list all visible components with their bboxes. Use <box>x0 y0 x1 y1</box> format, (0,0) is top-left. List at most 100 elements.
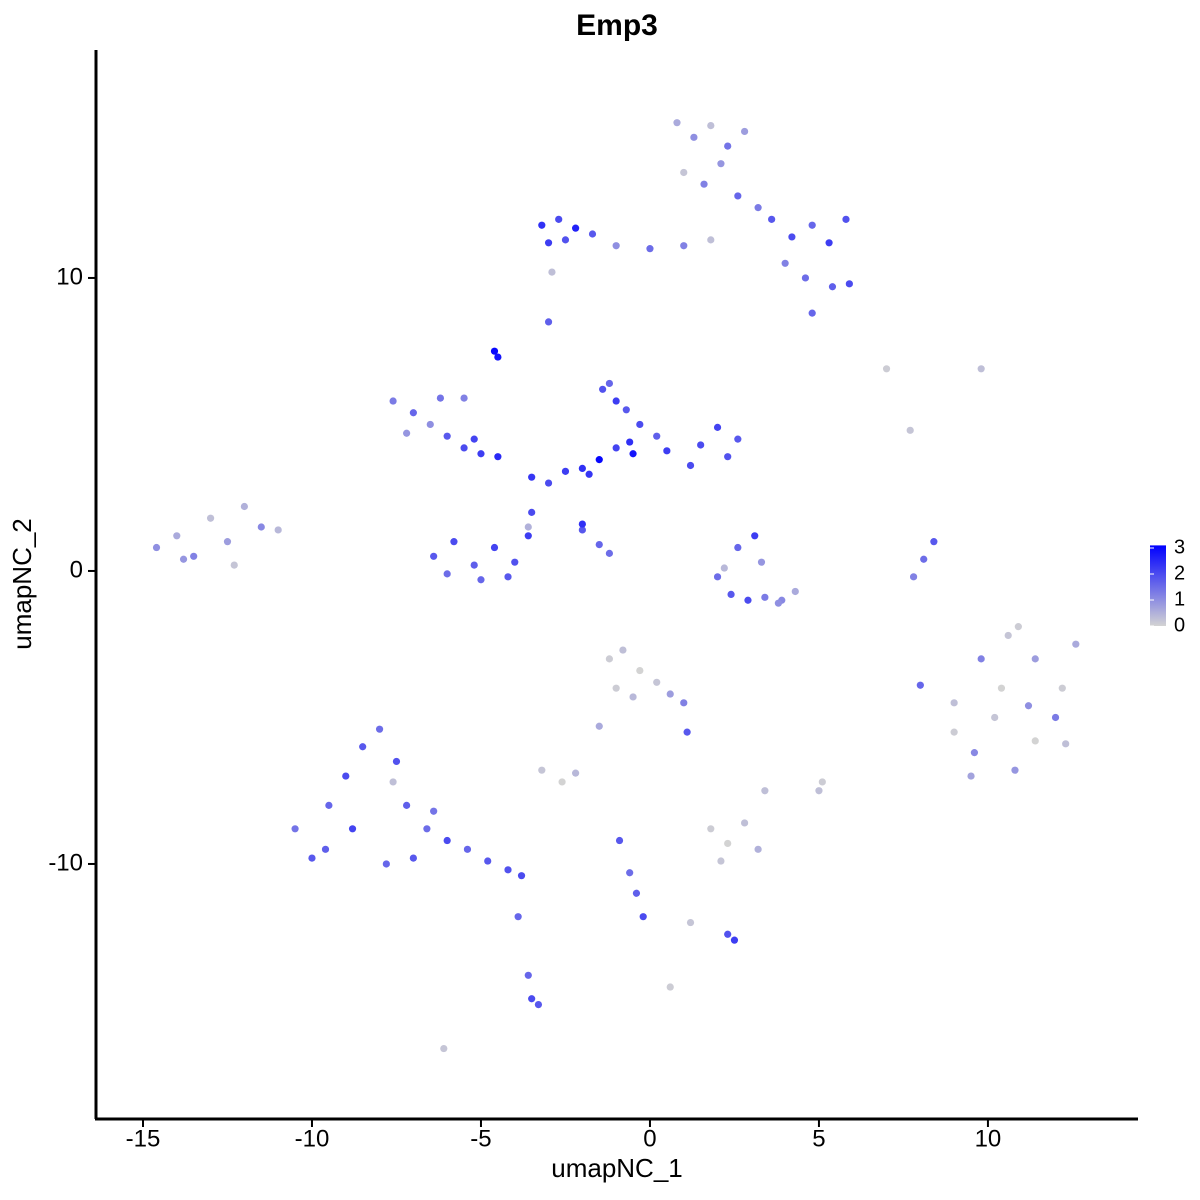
cell-point <box>754 204 762 212</box>
cell-point <box>504 866 512 874</box>
cell-point <box>612 444 620 452</box>
cell-point <box>815 787 823 795</box>
cell-point <box>666 690 674 698</box>
cell-point <box>970 749 979 757</box>
x-tick-label: 5 <box>812 1125 825 1152</box>
cell-point <box>967 772 975 780</box>
cell-point <box>403 429 411 437</box>
cell-point <box>882 365 891 373</box>
cell-point <box>788 233 796 241</box>
cell-point <box>595 456 603 464</box>
cell-point <box>595 540 603 549</box>
y-tick-label: 0 <box>70 556 83 583</box>
cell-point <box>1011 766 1019 774</box>
colorbar <box>1150 545 1166 626</box>
cell-point <box>761 787 769 795</box>
cell-point <box>544 318 553 326</box>
colorbar-tick-label: 0 <box>1174 614 1185 636</box>
cell-point <box>528 995 536 1003</box>
cell-point <box>605 655 614 663</box>
cell-point <box>1058 684 1066 692</box>
x-tick-label: 0 <box>643 1125 656 1152</box>
cell-point <box>781 259 789 267</box>
cell-point <box>490 543 499 552</box>
cell-point <box>916 681 924 689</box>
cell-point <box>673 119 681 127</box>
cell-point <box>538 766 546 774</box>
cell-point <box>727 590 735 599</box>
cell-point <box>403 801 411 809</box>
cell-point <box>906 426 914 434</box>
cell-point <box>717 160 725 168</box>
cell-point <box>686 461 695 470</box>
cell-point <box>754 845 762 853</box>
x-tick-label: -5 <box>470 1125 491 1152</box>
x-axis-label: umapNC_1 <box>551 1153 683 1183</box>
cell-point <box>950 728 958 736</box>
cell-point <box>612 684 620 692</box>
cell-point <box>524 523 532 531</box>
cell-point <box>152 543 161 552</box>
cell-point <box>375 725 384 733</box>
cell-point <box>653 432 661 440</box>
cell-point <box>680 242 688 250</box>
cell-point <box>713 423 722 431</box>
cell-point <box>724 930 732 938</box>
cell-point <box>490 347 499 355</box>
cell-point <box>636 666 644 675</box>
cell-point <box>997 684 1006 692</box>
cell-point <box>342 772 350 780</box>
cell-point <box>680 699 688 707</box>
cell-point <box>761 593 769 601</box>
cell-point <box>724 839 732 848</box>
cell-point <box>707 825 715 833</box>
cell-point <box>359 743 367 751</box>
cell-point <box>619 646 627 654</box>
colorbar-tick-label: 1 <box>1174 588 1185 610</box>
cell-point <box>744 596 752 604</box>
cell-point <box>528 473 536 481</box>
cell-point <box>392 757 401 766</box>
cell-point <box>558 778 566 786</box>
cell-point <box>1031 737 1039 745</box>
cell-point <box>291 825 299 833</box>
cell-point <box>720 564 728 572</box>
cell-point <box>615 836 624 845</box>
cell-point <box>544 479 553 487</box>
cell-point <box>845 280 853 288</box>
cell-point <box>544 239 553 247</box>
cell-point <box>605 379 614 388</box>
cell-point <box>666 983 674 991</box>
cell-point <box>768 215 776 223</box>
cell-point <box>1014 623 1022 631</box>
cell-point <box>389 397 397 405</box>
cell-point <box>443 432 451 440</box>
cell-point <box>808 309 816 317</box>
cell-point <box>430 807 438 815</box>
cell-point <box>930 538 938 546</box>
cell-point <box>538 221 546 229</box>
cell-point <box>977 365 985 373</box>
cell-point <box>828 283 837 291</box>
cell-point <box>517 872 526 880</box>
cell-point <box>230 561 238 569</box>
cell-point <box>409 409 417 417</box>
cell-point <box>751 532 759 540</box>
cell-point <box>548 268 556 276</box>
cell-point <box>629 450 637 458</box>
cell-point <box>470 561 478 569</box>
cell-point <box>1072 640 1080 648</box>
cell-point <box>920 555 928 563</box>
cell-point <box>1051 713 1060 722</box>
cell-point <box>572 224 580 232</box>
cell-point <box>950 699 958 707</box>
cell-point <box>511 558 519 566</box>
cell-point <box>173 532 181 540</box>
cell-point <box>470 435 478 443</box>
chart-title: Emp3 <box>576 9 658 42</box>
x-tick-label: -15 <box>126 1125 161 1152</box>
cell-point <box>477 450 485 458</box>
cell-point <box>440 1044 448 1053</box>
cell-point <box>585 470 593 478</box>
